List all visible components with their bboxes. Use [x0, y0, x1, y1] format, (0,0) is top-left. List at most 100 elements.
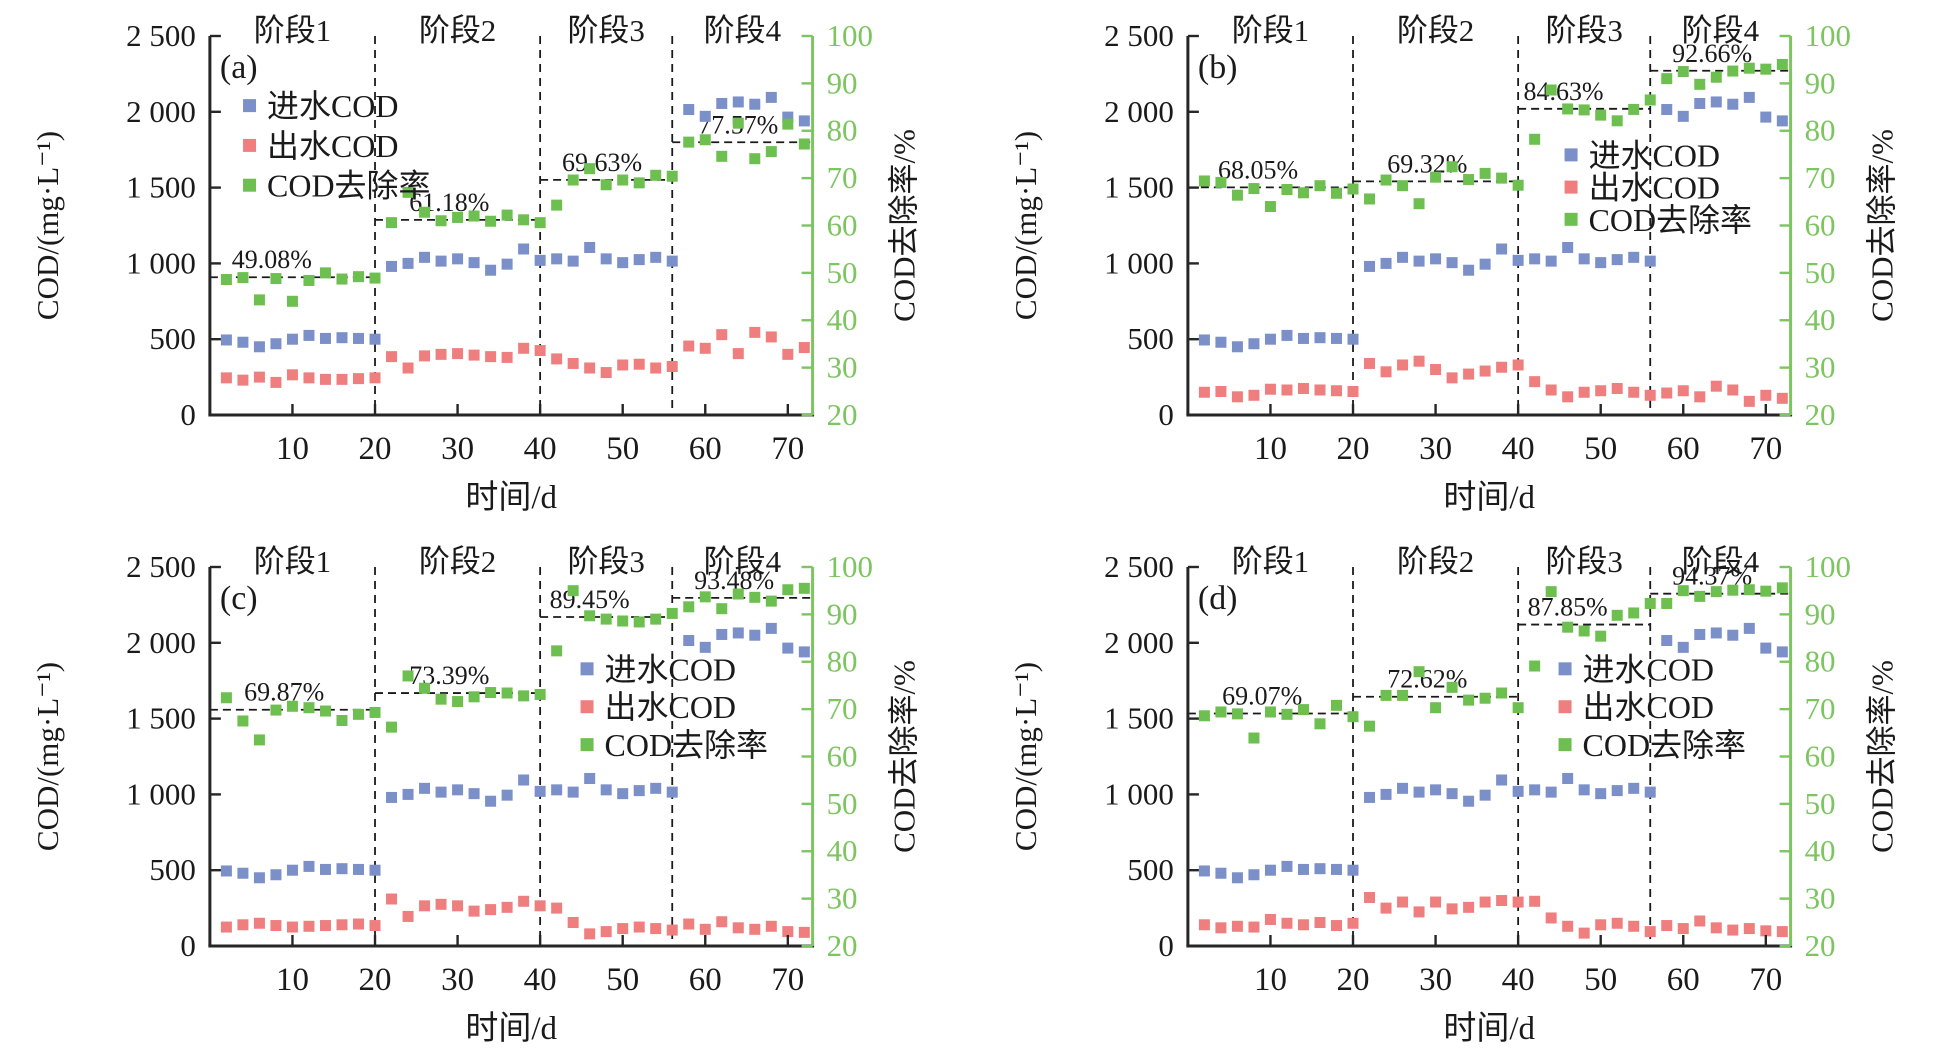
point-influent: [468, 788, 480, 800]
point-removal: [699, 134, 711, 146]
point-influent: [798, 646, 810, 658]
point-removal: [369, 706, 381, 718]
point-influent: [1726, 629, 1738, 641]
point-effluent: [1446, 903, 1458, 915]
point-influent: [551, 784, 563, 796]
point-influent: [567, 255, 579, 267]
y-right-tick-label: 100: [827, 549, 873, 584]
point-removal: [732, 588, 744, 600]
point-influent: [1545, 786, 1557, 798]
point-removal: [1380, 174, 1392, 186]
point-removal: [1743, 584, 1755, 596]
point-removal: [1247, 732, 1259, 744]
point-influent: [1743, 91, 1755, 103]
point-effluent: [1446, 372, 1458, 384]
point-effluent: [1743, 923, 1755, 935]
phase-label: 阶段2: [1396, 544, 1473, 579]
point-influent: [452, 253, 464, 265]
point-removal: [1693, 590, 1705, 602]
point-removal: [1264, 706, 1276, 718]
point-effluent: [749, 326, 761, 338]
point-removal: [1462, 694, 1474, 706]
point-removal: [1264, 201, 1276, 213]
point-influent: [253, 872, 265, 884]
point-removal: [1297, 187, 1309, 199]
point-influent: [1429, 784, 1441, 796]
y-left-tick-label: 0: [1158, 397, 1173, 432]
point-influent: [1495, 774, 1507, 786]
point-removal: [1231, 189, 1243, 201]
point-effluent: [237, 919, 249, 931]
point-removal: [600, 179, 612, 191]
x-tick-label: 20: [1336, 431, 1369, 467]
point-effluent: [501, 901, 513, 913]
point-removal: [683, 136, 695, 148]
point-influent: [1313, 332, 1325, 344]
point-effluent: [353, 373, 364, 385]
y-left-tick-label: 0: [180, 397, 195, 432]
point-influent: [1330, 863, 1342, 875]
point-removal: [353, 708, 364, 720]
point-effluent: [1198, 919, 1210, 931]
point-removal: [485, 687, 497, 699]
point-influent: [1214, 867, 1226, 879]
point-removal: [1462, 174, 1474, 186]
point-influent: [1198, 865, 1210, 877]
point-effluent: [1396, 359, 1408, 371]
legend-item: COD去除率: [1564, 202, 1752, 238]
point-removal: [220, 692, 232, 704]
point-effluent: [765, 331, 777, 343]
point-influent: [1264, 333, 1276, 345]
point-effluent: [1413, 906, 1425, 918]
point-removal: [1396, 689, 1408, 701]
legend-item: 出水COD: [580, 689, 736, 725]
point-influent: [1611, 254, 1623, 266]
x-tick-label: 10: [276, 431, 309, 467]
point-effluent: [1231, 391, 1243, 403]
point-influent: [1297, 332, 1309, 344]
y-left-tick-label: 500: [149, 321, 195, 356]
point-removal: [633, 616, 645, 628]
y-left-tick-label: 1 000: [1104, 776, 1174, 811]
phase-mean-label: 89.45%: [550, 585, 630, 614]
point-effluent: [270, 376, 282, 388]
y-right-tick-label: 60: [827, 207, 858, 242]
point-effluent: [732, 922, 744, 934]
point-influent: [419, 251, 431, 263]
point-effluent: [286, 921, 298, 933]
point-influent: [1380, 257, 1392, 269]
point-effluent: [534, 345, 546, 357]
point-effluent: [1594, 385, 1606, 397]
point-influent: [666, 786, 678, 798]
point-effluent: [1726, 384, 1738, 396]
point-influent: [1693, 628, 1705, 640]
phase-mean-label: 87.85%: [1527, 593, 1607, 622]
point-removal: [1743, 62, 1755, 74]
point-influent: [452, 784, 464, 796]
point-influent: [1330, 332, 1342, 344]
point-removal: [452, 696, 464, 708]
point-effluent: [253, 917, 265, 929]
point-removal: [1561, 103, 1573, 115]
point-influent: [435, 786, 447, 798]
y-left-axis-title: COD/(mg·L⁻¹): [1007, 662, 1042, 851]
point-effluent: [452, 900, 464, 912]
point-effluent: [485, 904, 497, 916]
point-influent: [386, 791, 398, 803]
point-influent: [518, 243, 530, 255]
legend-label-influent: 进水COD: [605, 651, 736, 687]
legend-label-removal: COD去除率: [267, 168, 430, 204]
point-effluent: [1495, 895, 1507, 907]
legend-marker-removal-icon: [1558, 738, 1572, 752]
y-right-tick-label: 50: [1804, 786, 1835, 821]
point-removal: [551, 199, 563, 211]
point-influent: [633, 254, 645, 266]
point-effluent: [336, 919, 348, 931]
point-influent: [1743, 622, 1755, 634]
panel-letter: (d): [1197, 580, 1237, 617]
point-influent: [1380, 788, 1392, 800]
point-removal: [1710, 586, 1722, 598]
point-effluent: [1512, 896, 1524, 908]
